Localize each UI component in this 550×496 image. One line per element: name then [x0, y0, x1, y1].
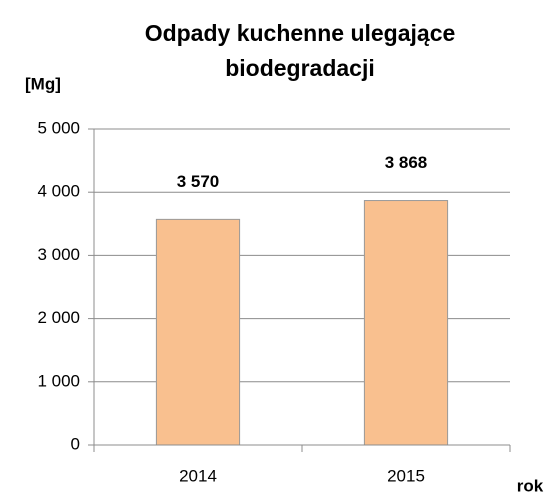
y-tick-label: 1 000 — [37, 371, 80, 390]
y-axis-label: [Mg] — [25, 74, 61, 93]
y-tick-label: 0 — [71, 434, 80, 453]
x-axis-label: rok — [517, 476, 544, 495]
y-tick-label: 5 000 — [37, 118, 80, 137]
x-tick-label: 2015 — [387, 466, 425, 485]
y-tick-label: 4 000 — [37, 182, 80, 201]
bar — [155, 218, 241, 446]
value-label: 3 868 — [385, 153, 428, 172]
y-tick-label: 3 000 — [37, 245, 80, 264]
chart-title: Odpady kuchenne ulegające biodegradacji — [144, 20, 456, 81]
x-tick-label: 2014 — [179, 466, 217, 485]
value-label: 3 570 — [177, 172, 220, 191]
bar — [363, 200, 449, 446]
y-tick-label: 2 000 — [37, 308, 80, 327]
